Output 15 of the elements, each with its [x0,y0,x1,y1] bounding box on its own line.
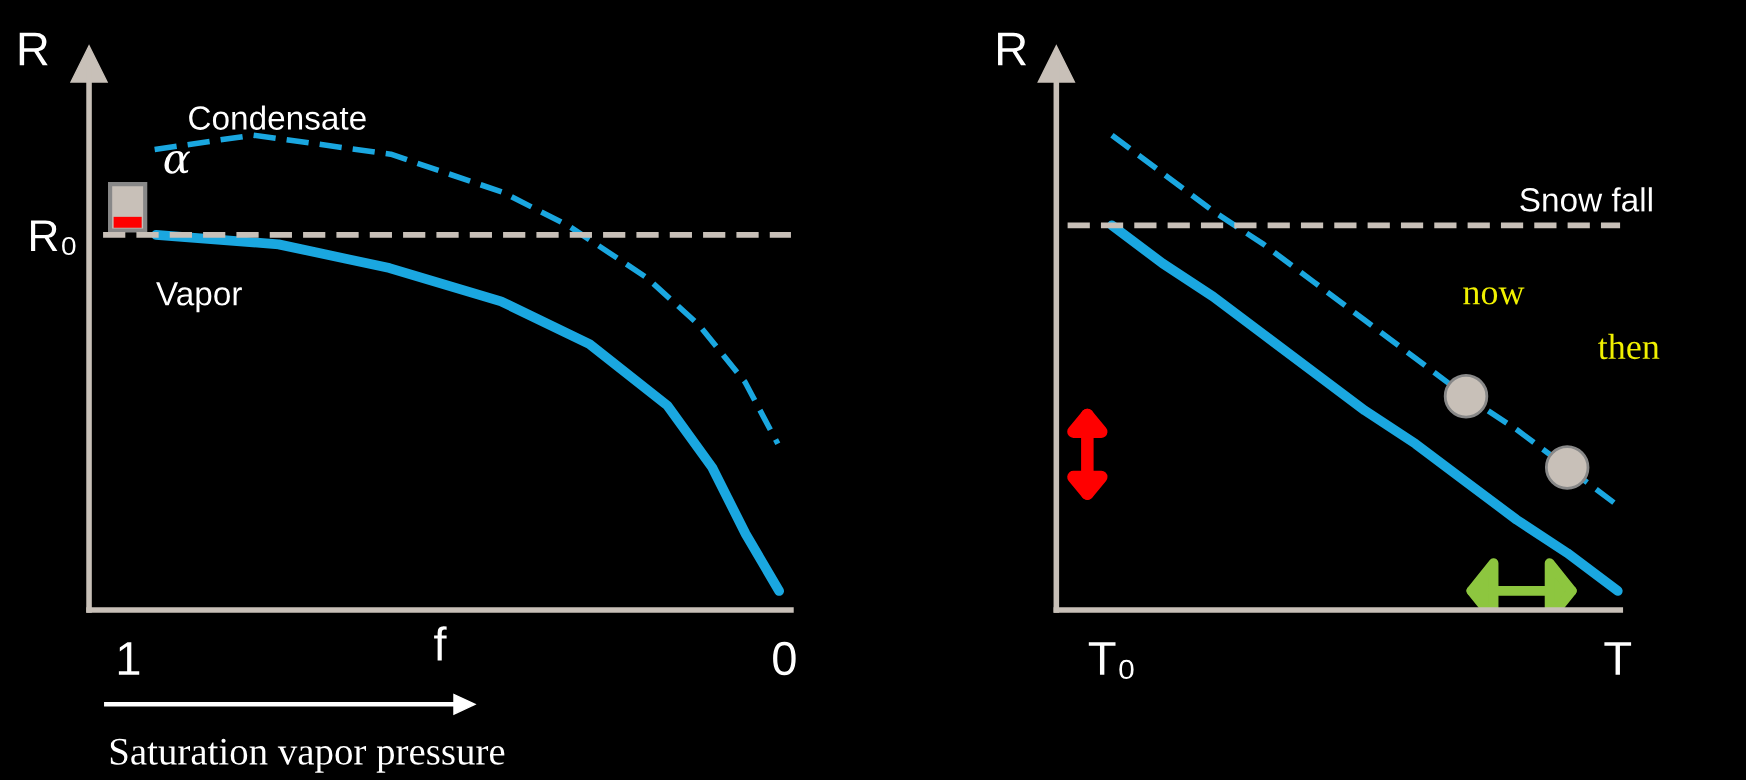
annotation: Snow fall [1520,187,1652,212]
ref-line-label: R₀ [31,220,76,256]
x-axis-title: f [434,626,447,661]
annotation: now [1463,287,1525,305]
x-tick-label: 1 [118,642,140,675]
annotation: then [1598,333,1660,360]
y-axis-title: R [998,32,1027,66]
annotation: α [164,150,191,174]
x-tick-label: T₀ [1088,642,1134,680]
y-axis-title: R [19,32,48,66]
series-label: Condensate [189,105,366,130]
x-tick-label: T [1604,642,1632,675]
series-label: Vapor [156,282,242,313]
text: Saturation vapor pressure [110,738,505,773]
x-tick-label: 0 [773,641,796,676]
